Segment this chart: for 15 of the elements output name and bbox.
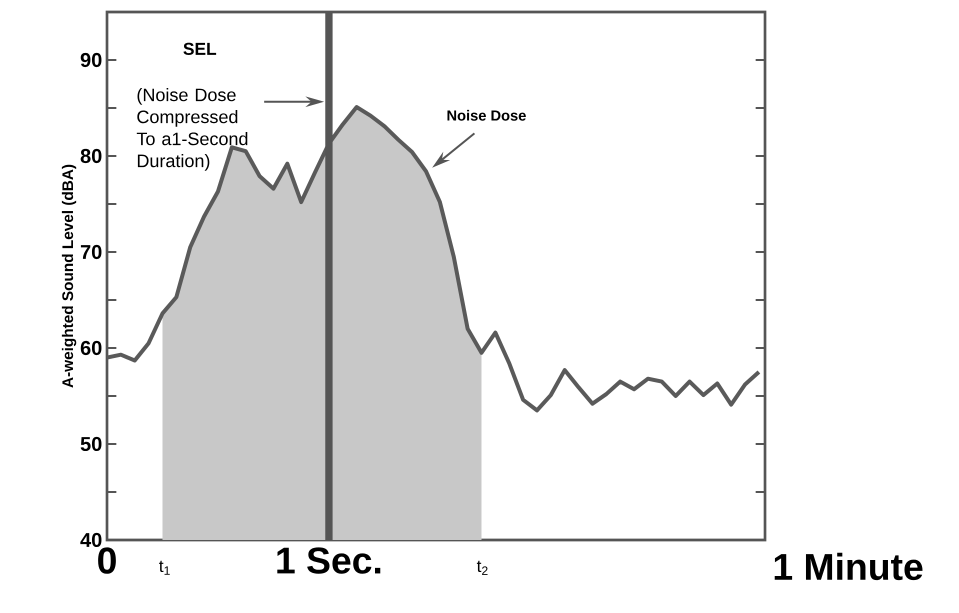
x-axis-title: 1 Minute bbox=[774, 552, 923, 580]
y-tick-label: 80 bbox=[80, 148, 102, 164]
y-tick-label: 50 bbox=[80, 436, 102, 452]
y-tick-label: 70 bbox=[80, 244, 102, 260]
annotation: Noise Dose bbox=[447, 110, 526, 121]
annotation: (Noise Dose Compressed To a1-Second Duration) bbox=[136, 88, 248, 171]
x-tick-label: 1 Sec. bbox=[277, 547, 380, 574]
y-tick-label: 90 bbox=[80, 52, 102, 68]
annotation: SEL bbox=[183, 42, 216, 55]
y-tick-label: 60 bbox=[80, 340, 102, 356]
x-tick-label: 0 bbox=[98, 547, 116, 574]
y-tick-label: 40 bbox=[80, 532, 102, 548]
text: t$_{2}$ bbox=[476, 560, 488, 575]
y-axis-title: A-weighted Sound Level (dBA) bbox=[62, 164, 76, 388]
text: t$_{1}$ bbox=[159, 560, 170, 575]
